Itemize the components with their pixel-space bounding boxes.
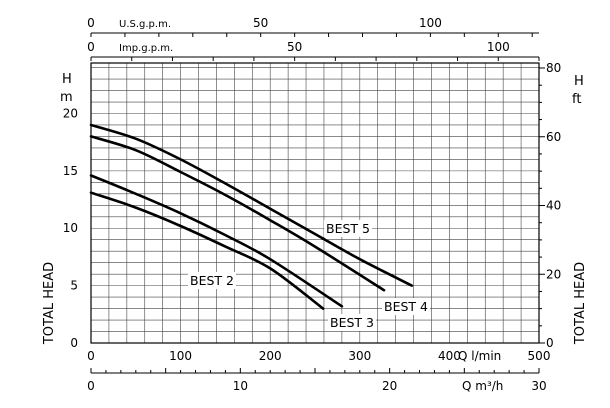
y-left-title: TOTAL HEAD (42, 262, 57, 345)
series-label-best-3: BEST 3 (330, 315, 374, 330)
series-line-best-4 (89, 135, 386, 292)
series-line-best-2 (89, 191, 325, 310)
y-right-title: TOTAL HEAD (573, 262, 588, 345)
usgpm-tick-label: 0 (87, 16, 95, 30)
m3h-tick-label: 10 (233, 379, 248, 393)
y-left-tick-label: 10 (63, 221, 78, 235)
y-right-tick-label: 20 (546, 267, 561, 281)
lmin-tick-label: 200 (259, 349, 282, 363)
chart-grid (91, 63, 539, 343)
lmin-tick-label: 0 (87, 349, 95, 363)
y-right-tick-label: 0 (546, 336, 554, 350)
series-label-bg (382, 298, 431, 315)
impgpm-tick-label: 50 (287, 40, 302, 54)
y-left-unit-h: H (62, 72, 72, 87)
lmin-tick-label: 500 (528, 349, 551, 363)
series-label-best-5: BEST 5 (326, 221, 370, 236)
lmin-tick-label: 100 (169, 349, 192, 363)
y-left-tick-label: 5 (70, 279, 78, 293)
impgpm-tick-label: 100 (487, 40, 510, 54)
y-left-tick-label: 15 (63, 164, 78, 178)
series-label-bg (324, 220, 372, 237)
y-right-tick-label: 60 (546, 130, 561, 144)
series-label-bg (188, 272, 236, 289)
series-label-best-2: BEST 2 (190, 273, 234, 288)
plot-frame (90, 62, 540, 344)
m3h-tick-label: 30 (531, 379, 546, 393)
lmin-axis-label: Q l/min (458, 349, 501, 363)
usgpm-tick-label: 50 (253, 16, 268, 30)
usgpm-tick-label: 100 (419, 16, 442, 30)
chart-labels: BEST 2 BEST 3 BEST 4 BEST 5 (188, 220, 431, 331)
y-right-tick-label: 80 (546, 61, 561, 75)
m3h-axis-label: Q m³/h (462, 379, 503, 393)
chart-series (89, 123, 414, 310)
m3h-tick-label: 0 (87, 379, 95, 393)
y-left-tick-label: 0 (70, 336, 78, 350)
y-left-tick-label: 20 (63, 106, 78, 120)
y-right-unit-h: H (574, 74, 584, 89)
series-label-bg (328, 314, 376, 331)
impgpm-axis-label: Imp.g.p.m. (119, 43, 173, 54)
series-line-best-5 (89, 123, 414, 287)
y-right-unit-ft: ft (572, 92, 581, 107)
plot-border (90, 62, 540, 344)
m3h-tick-label: 20 (382, 379, 397, 393)
y-left-unit-m: m (60, 90, 73, 105)
series-line-best-3 (89, 174, 344, 308)
lmin-tick-label: 300 (348, 349, 371, 363)
y-right-tick-label: 40 (546, 199, 561, 213)
usgpm-axis-label: U.S.g.p.m. (119, 19, 171, 30)
series-label-best-4: BEST 4 (384, 299, 428, 314)
impgpm-tick-label: 0 (87, 40, 95, 54)
lmin-tick-label: 400 (438, 349, 461, 363)
